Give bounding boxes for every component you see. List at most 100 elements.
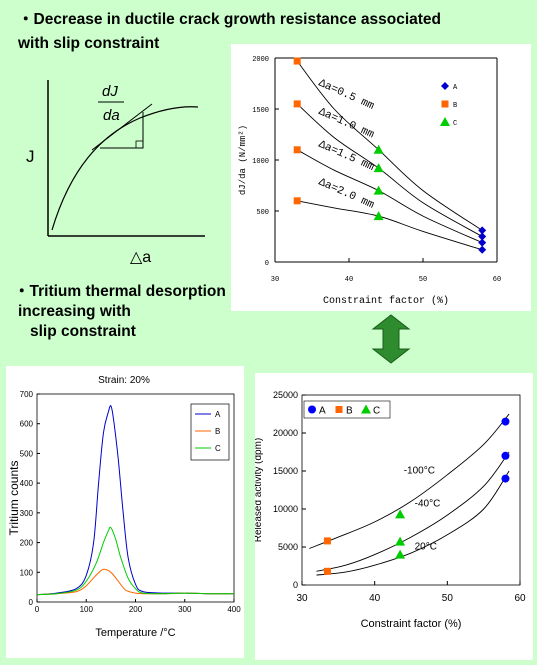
tds-series-c [36,526,235,596]
djda-legend-label: A [453,84,458,92]
activity-point-a [501,417,510,426]
tds-x-tick-label: 100 [80,605,94,614]
activity-x-tick-label: 40 [369,593,381,604]
activity-point-c [395,549,406,559]
tds-x-tick-label: 200 [129,605,143,614]
top-heading-line1: ・Decrease in ductile crack growth resist… [18,11,441,28]
djda-point-b [293,57,301,65]
mid-heading-line1: ・Tritium thermal desorption [14,283,226,300]
djda-point-c [373,163,384,173]
tds-legend-box [190,403,230,461]
double-arrow-icon [371,314,411,364]
djda-y-tick-label: 0 [265,260,269,268]
djda-curve-label: Δa=1.0 mm [317,106,377,141]
djda-point-c [373,144,384,154]
activity-y-tick-label: 5000 [278,542,298,552]
activity-point-c [395,536,406,546]
djda-point-b [293,146,301,154]
djda-legend-label: B [453,102,457,110]
activity-point-b [323,567,331,575]
activity-x-tick-label: 30 [296,593,308,604]
djda-point-c [373,211,384,221]
tds-x-label: Temperature /°C [95,627,175,639]
tds-x-tick-label: 0 [35,605,40,614]
djda-legend-marker [441,82,449,90]
djda-y-tick-label: 1000 [252,158,269,166]
tds-chart: Strain: 20% 0 100 200 300 400 500 600 700 0 100 200… [7,375,241,639]
tds-y-tick-label: 200 [20,539,34,548]
activity-curve-label: 20°C [415,541,437,552]
activity-curve [316,470,510,576]
djda-y-tick-label: 1500 [252,107,269,115]
activity-curve [316,451,510,572]
djda-x-tick-label: 60 [493,276,501,284]
activity-legend-marker [361,404,371,414]
activity-curve-label: -100°C [404,465,435,476]
djda-legend-marker [440,117,450,126]
activity-y-tick-label: 10000 [273,504,298,514]
djda-point-a [478,245,487,254]
djda-curve [297,200,483,251]
tds-title: Strain: 20% [98,375,150,386]
tds-legend-label: B [215,427,220,436]
tds-series-a [36,405,235,596]
djda-point-b [293,197,301,205]
djda-x-tick-label: 40 [345,276,353,284]
activity-y-tick-label: 25000 [273,390,298,400]
djda-point-a [478,226,487,235]
activity-x-tick-label: 50 [442,593,454,604]
djda-point-b [293,100,301,108]
tds-x-tick-label: 300 [178,605,192,614]
activity-legend-label: B [346,406,353,417]
tangent-line [91,103,153,151]
tds-y-tick-label: 600 [20,420,34,429]
djda-y-tick-label: 500 [256,209,269,217]
activity-x-label: Constraint factor (%) [361,618,462,630]
mid-heading-line2: increasing with [18,303,131,320]
tds-y-tick-label: 400 [20,479,34,488]
djda-chart: 0 500 1000 1500 2000 30 40 50 60 Constraint facto… [238,56,501,307]
tds-y-label: Tritium counts [7,461,21,536]
activity-legend-box [303,400,391,419]
activity-curve [309,413,510,549]
tds-series-b [36,568,235,596]
djda-point-a [478,238,487,247]
activity-x-tick-label: 60 [514,593,526,604]
djda-legend-label: C [453,120,457,128]
djda-x-label: Constraint factor (%) [323,295,449,307]
tds-y-tick-label: 700 [20,390,34,399]
activity-point-a [501,474,510,483]
activity-y-tick-label: 0 [293,580,298,590]
djda-legend-marker [441,100,449,108]
djda-point-c [373,185,384,195]
tds-chart-panel: Strain: 20% 0 100 200 300 400 500 600 700 0 100 200… [6,366,244,658]
activity-curve-label: -40°C [415,499,441,510]
tds-y-tick-label: 500 [20,449,34,458]
activity-y-tick-label: 15000 [273,466,298,476]
tds-y-tick-label: 300 [20,509,34,518]
slope-numerator: dJ [102,83,118,100]
j-curve-schematic: dJ da J △a [26,80,205,266]
activity-legend-marker [335,406,343,413]
activity-y-tick-label: 20000 [273,428,298,438]
tds-y-tick-label: 0 [29,598,34,607]
activity-legend-marker [308,405,316,414]
schematic-y-label: J [26,147,35,166]
activity-point-a [501,451,510,460]
djda-chart-panel: 0 500 1000 1500 2000 30 40 50 60 Constraint facto… [231,44,531,311]
djda-x-tick-label: 50 [419,276,427,284]
activity-plot-frame [301,394,521,586]
activity-point-b [323,537,331,545]
djda-x-tick-label: 30 [271,276,279,284]
mid-heading-line3: slip constraint [30,323,136,340]
tds-legend-label: A [215,410,221,419]
djda-curve-label: Δa=1.5 mm [317,139,377,174]
djda-y-tick-label: 2000 [252,56,269,64]
schematic-x-label: △a [130,249,151,266]
djda-y-label: dJ/da (N/mm²) [238,125,248,195]
activity-point-c [395,509,406,519]
slope-denominator: da [103,107,120,124]
activity-y-label: Released activity (dpm) [255,438,264,542]
activity-legend-label: A [319,406,326,417]
top-heading-line2: with slip constraint [18,35,160,52]
